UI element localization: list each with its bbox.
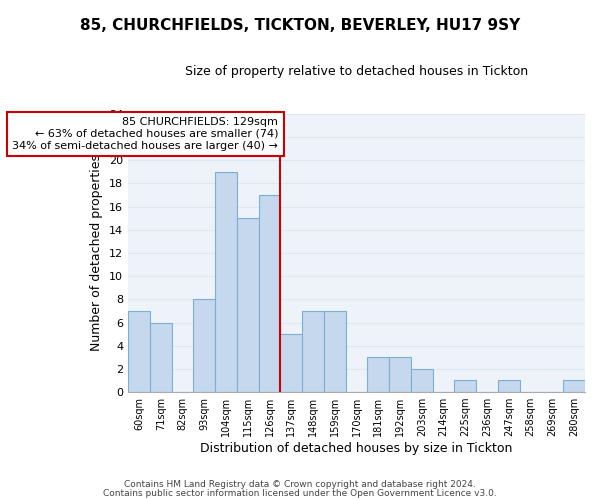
Bar [237,218,259,392]
Bar [389,358,411,392]
Y-axis label: Number of detached properties: Number of detached properties [91,154,103,352]
Bar [302,311,324,392]
Bar [367,358,389,392]
Bar [324,311,346,392]
Bar [193,300,215,392]
Bar [411,369,433,392]
Bar [215,172,237,392]
Text: 85 CHURCHFIELDS: 129sqm
← 63% of detached houses are smaller (74)
34% of semi-de: 85 CHURCHFIELDS: 129sqm ← 63% of detache… [13,118,278,150]
Text: Contains public sector information licensed under the Open Government Licence v3: Contains public sector information licen… [103,488,497,498]
Text: 85, CHURCHFIELDS, TICKTON, BEVERLEY, HU17 9SY: 85, CHURCHFIELDS, TICKTON, BEVERLEY, HU1… [80,18,520,32]
Bar [563,380,585,392]
X-axis label: Distribution of detached houses by size in Tickton: Distribution of detached houses by size … [200,442,513,455]
Text: Contains HM Land Registry data © Crown copyright and database right 2024.: Contains HM Land Registry data © Crown c… [124,480,476,489]
Bar [280,334,302,392]
Bar [454,380,476,392]
Bar [498,380,520,392]
Bar [150,322,172,392]
Bar [259,195,280,392]
Title: Size of property relative to detached houses in Tickton: Size of property relative to detached ho… [185,65,528,78]
Bar [128,311,150,392]
